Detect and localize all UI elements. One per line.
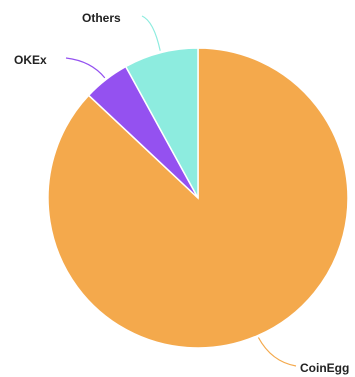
leader-line-others [141, 15, 161, 51]
pie-slices [47, 47, 349, 349]
pie-slice-coinegg [47, 47, 349, 349]
leader-line-okex [65, 57, 106, 79]
slice-label-others: Others [82, 11, 121, 25]
slice-label-coinegg: CoinEgg [300, 361, 349, 375]
pie-slice-others [124, 47, 199, 199]
slice-label-okex: OKEx [14, 53, 47, 67]
leader-line-coinegg [257, 337, 297, 367]
leader-lines [65, 15, 297, 367]
